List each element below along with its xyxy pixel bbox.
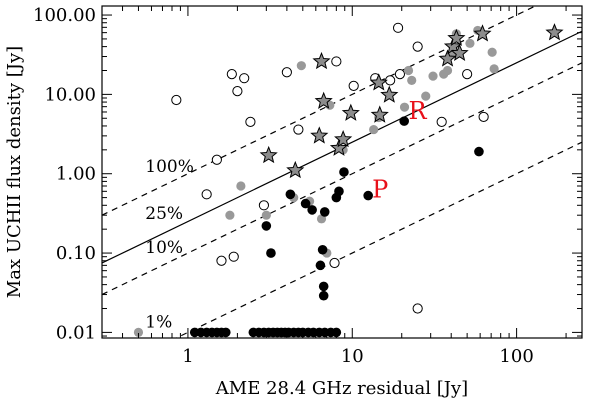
black-point: [474, 146, 484, 157]
gray-point: [133, 327, 144, 338]
x-tick-label: 10: [341, 346, 364, 367]
open-circle-point: [258, 200, 270, 211]
annotation-r: R: [409, 97, 428, 125]
y-tick-label: 0.10: [56, 243, 96, 264]
gray-point: [296, 61, 306, 71]
black-point: [363, 190, 373, 201]
black-point: [261, 221, 272, 231]
ratio-label: 100%: [145, 157, 194, 177]
black-point: [334, 186, 344, 197]
x-axis: 1 10 100: [101, 6, 567, 367]
annotations: RP: [372, 97, 427, 204]
black-point: [331, 327, 342, 338]
gray-point: [487, 47, 497, 57]
open-circle-point: [412, 41, 423, 52]
black-point: [339, 167, 349, 177]
star-point: [259, 145, 278, 164]
gray-point: [428, 71, 438, 81]
annotation-p: P: [372, 176, 388, 204]
ratio-label: 10%: [145, 238, 183, 258]
ratio-label: 1%: [145, 313, 172, 333]
star-point: [334, 129, 353, 148]
ratio-line: [102, 62, 582, 296]
gray-point: [225, 210, 235, 220]
open-circle-point: [171, 94, 182, 106]
star-point: [438, 49, 457, 67]
star-point: [369, 73, 388, 91]
star-point: [370, 105, 389, 123]
open-circle-point: [392, 22, 404, 33]
gray-point: [399, 102, 410, 112]
gray-point: [407, 75, 417, 86]
star-point: [545, 23, 564, 41]
open-circle-point: [329, 257, 340, 269]
black-point: [307, 205, 317, 215]
open-circle-point: [245, 116, 256, 127]
black-point: [220, 327, 231, 338]
black-point: [318, 290, 329, 301]
gray-point: [489, 64, 499, 74]
open-circle-point: [201, 189, 212, 200]
open-circle-point: [281, 67, 292, 78]
open-circle-point: [293, 124, 304, 135]
y-tick-label: 1.00: [56, 164, 96, 185]
data-points: [133, 22, 564, 338]
open-circle-point: [348, 80, 359, 91]
open-circle-point: [394, 69, 406, 80]
ratio-lines: [102, 6, 582, 338]
open-circle-point: [216, 255, 227, 266]
star-point: [329, 138, 349, 156]
open-circle-point: [228, 251, 239, 262]
black-point: [315, 260, 326, 271]
star-point: [310, 126, 329, 144]
star-point: [341, 103, 360, 121]
star-point: [312, 51, 331, 70]
black-point: [319, 207, 330, 217]
star-point: [450, 43, 469, 61]
open-circle-point: [226, 69, 237, 80]
open-circle-point: [412, 303, 423, 314]
gray-point: [261, 210, 271, 220]
open-circle-point: [211, 154, 222, 165]
plot-frame: [101, 5, 583, 339]
y-tick-label: 100.00: [33, 5, 96, 26]
x-tick-label: 100: [499, 346, 533, 367]
black-point: [266, 248, 276, 258]
gray-point: [403, 65, 414, 76]
gray-point: [465, 38, 475, 48]
ratio-label: 25%: [145, 204, 183, 224]
y-tick-label: 0.01: [56, 322, 96, 343]
open-circle-point: [239, 73, 250, 84]
y-axis: 0.01 0.10 1.00 10.00 100.00: [33, 5, 582, 343]
ratio-line: [174, 141, 582, 338]
black-point: [300, 198, 311, 209]
x-tick-label: 1: [182, 346, 193, 367]
open-circle-point: [331, 56, 342, 67]
open-circle-point: [232, 85, 243, 97]
star-point: [380, 85, 399, 103]
black-point: [318, 281, 329, 292]
ratio-labels: 100% 25% 10% 1%: [145, 157, 194, 333]
gray-point: [236, 181, 246, 191]
open-circle-point: [478, 111, 489, 123]
gray-point: [442, 65, 453, 76]
y-tick-label: 10.00: [44, 84, 96, 105]
y-axis-title: Max UCHII flux density [Jy]: [4, 46, 25, 298]
x-axis-title: AME 28.4 GHz residual [Jy]: [215, 378, 468, 399]
black-point: [317, 244, 328, 255]
open-circle-point: [436, 116, 447, 127]
gray-point: [421, 91, 431, 101]
star-point: [286, 160, 305, 179]
ratio-line: [102, 6, 537, 216]
gray-point: [369, 124, 379, 135]
black-point: [399, 116, 409, 126]
black-point: [285, 189, 296, 200]
open-circle-point: [462, 69, 473, 80]
star-point: [314, 91, 333, 109]
star-point: [447, 28, 466, 46]
star-point: [473, 24, 492, 42]
